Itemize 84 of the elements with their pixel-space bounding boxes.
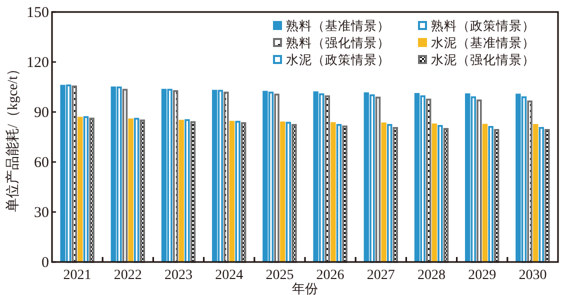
bar (89, 118, 94, 263)
y-tick-label: 0 (42, 255, 49, 271)
bar (426, 98, 432, 263)
bar (432, 124, 437, 262)
y-tick-label: 120 (26, 55, 49, 71)
bar (342, 126, 348, 263)
y-tick-label: 60 (34, 155, 49, 171)
x-tick-label: 2022 (114, 268, 142, 283)
bar (72, 86, 77, 263)
bar (140, 120, 145, 263)
y-axis-title: 单位产品能耗/（kgce/t） (5, 62, 21, 212)
bar (78, 116, 83, 262)
bar (268, 92, 274, 263)
x-tick-label: 2029 (468, 268, 496, 283)
y-tick-label: 150 (26, 5, 49, 21)
bar (527, 100, 532, 263)
bar (122, 88, 128, 263)
bar (241, 122, 246, 263)
bar (83, 116, 89, 263)
bar (364, 92, 369, 262)
bar (274, 94, 280, 263)
bar (110, 86, 116, 262)
x-tick-label: 2021 (63, 268, 92, 283)
x-tick-label: 2023 (164, 268, 192, 283)
bar (262, 90, 268, 262)
x-tick-label: 2025 (266, 268, 294, 283)
x-axis-title: 年份 (292, 281, 318, 295)
bar (235, 120, 240, 263)
bar (173, 90, 178, 263)
bar (60, 84, 66, 262)
bar (465, 93, 470, 262)
bar (116, 86, 122, 263)
bar (319, 93, 324, 263)
bar (66, 84, 72, 263)
bar (420, 95, 426, 263)
bar (375, 96, 381, 263)
x-tick-label: 2027 (366, 268, 395, 283)
bar (190, 121, 196, 263)
bar (516, 94, 521, 262)
bar (212, 90, 218, 262)
bar (134, 118, 140, 263)
bar (161, 88, 167, 262)
bar (224, 92, 229, 263)
legend-label: 水泥（强化情景） (431, 53, 535, 67)
bar (280, 122, 286, 262)
legend-label: 熟料（强化情景） (286, 36, 390, 50)
y-tick-label: 30 (34, 205, 49, 221)
x-tick-label: 2026 (316, 268, 344, 283)
x-tick-label: 2030 (518, 268, 547, 283)
bar (538, 127, 544, 263)
bar (381, 122, 386, 262)
legend-label: 熟料（政策情景） (431, 19, 535, 33)
bar (324, 95, 330, 263)
bar (167, 88, 172, 263)
bar (392, 127, 398, 263)
bar (544, 129, 550, 263)
bar (184, 119, 190, 263)
bar (178, 120, 184, 262)
bar (128, 118, 134, 262)
y-tick-label: 90 (34, 105, 49, 121)
bar (476, 100, 482, 263)
bar (387, 124, 392, 263)
bar (533, 124, 538, 262)
bar (292, 124, 297, 263)
bar (488, 126, 494, 263)
bar (438, 125, 443, 263)
bar (414, 93, 420, 262)
bar (443, 128, 449, 263)
bar (336, 124, 342, 263)
bar (370, 94, 375, 263)
bar (330, 122, 336, 262)
bar (482, 124, 488, 262)
x-tick-label: 2028 (418, 268, 446, 283)
bar (286, 122, 291, 263)
legend-label: 水泥（基准情景） (431, 36, 535, 50)
legend-label: 熟料（基准情景） (286, 19, 390, 33)
x-tick-label: 2024 (215, 268, 244, 283)
bar (313, 91, 318, 262)
bar (470, 96, 476, 263)
bar (521, 96, 527, 263)
bar (218, 90, 223, 263)
bar (494, 129, 500, 263)
bar (229, 120, 235, 262)
legend-label: 水泥（政策情景） (286, 53, 390, 67)
